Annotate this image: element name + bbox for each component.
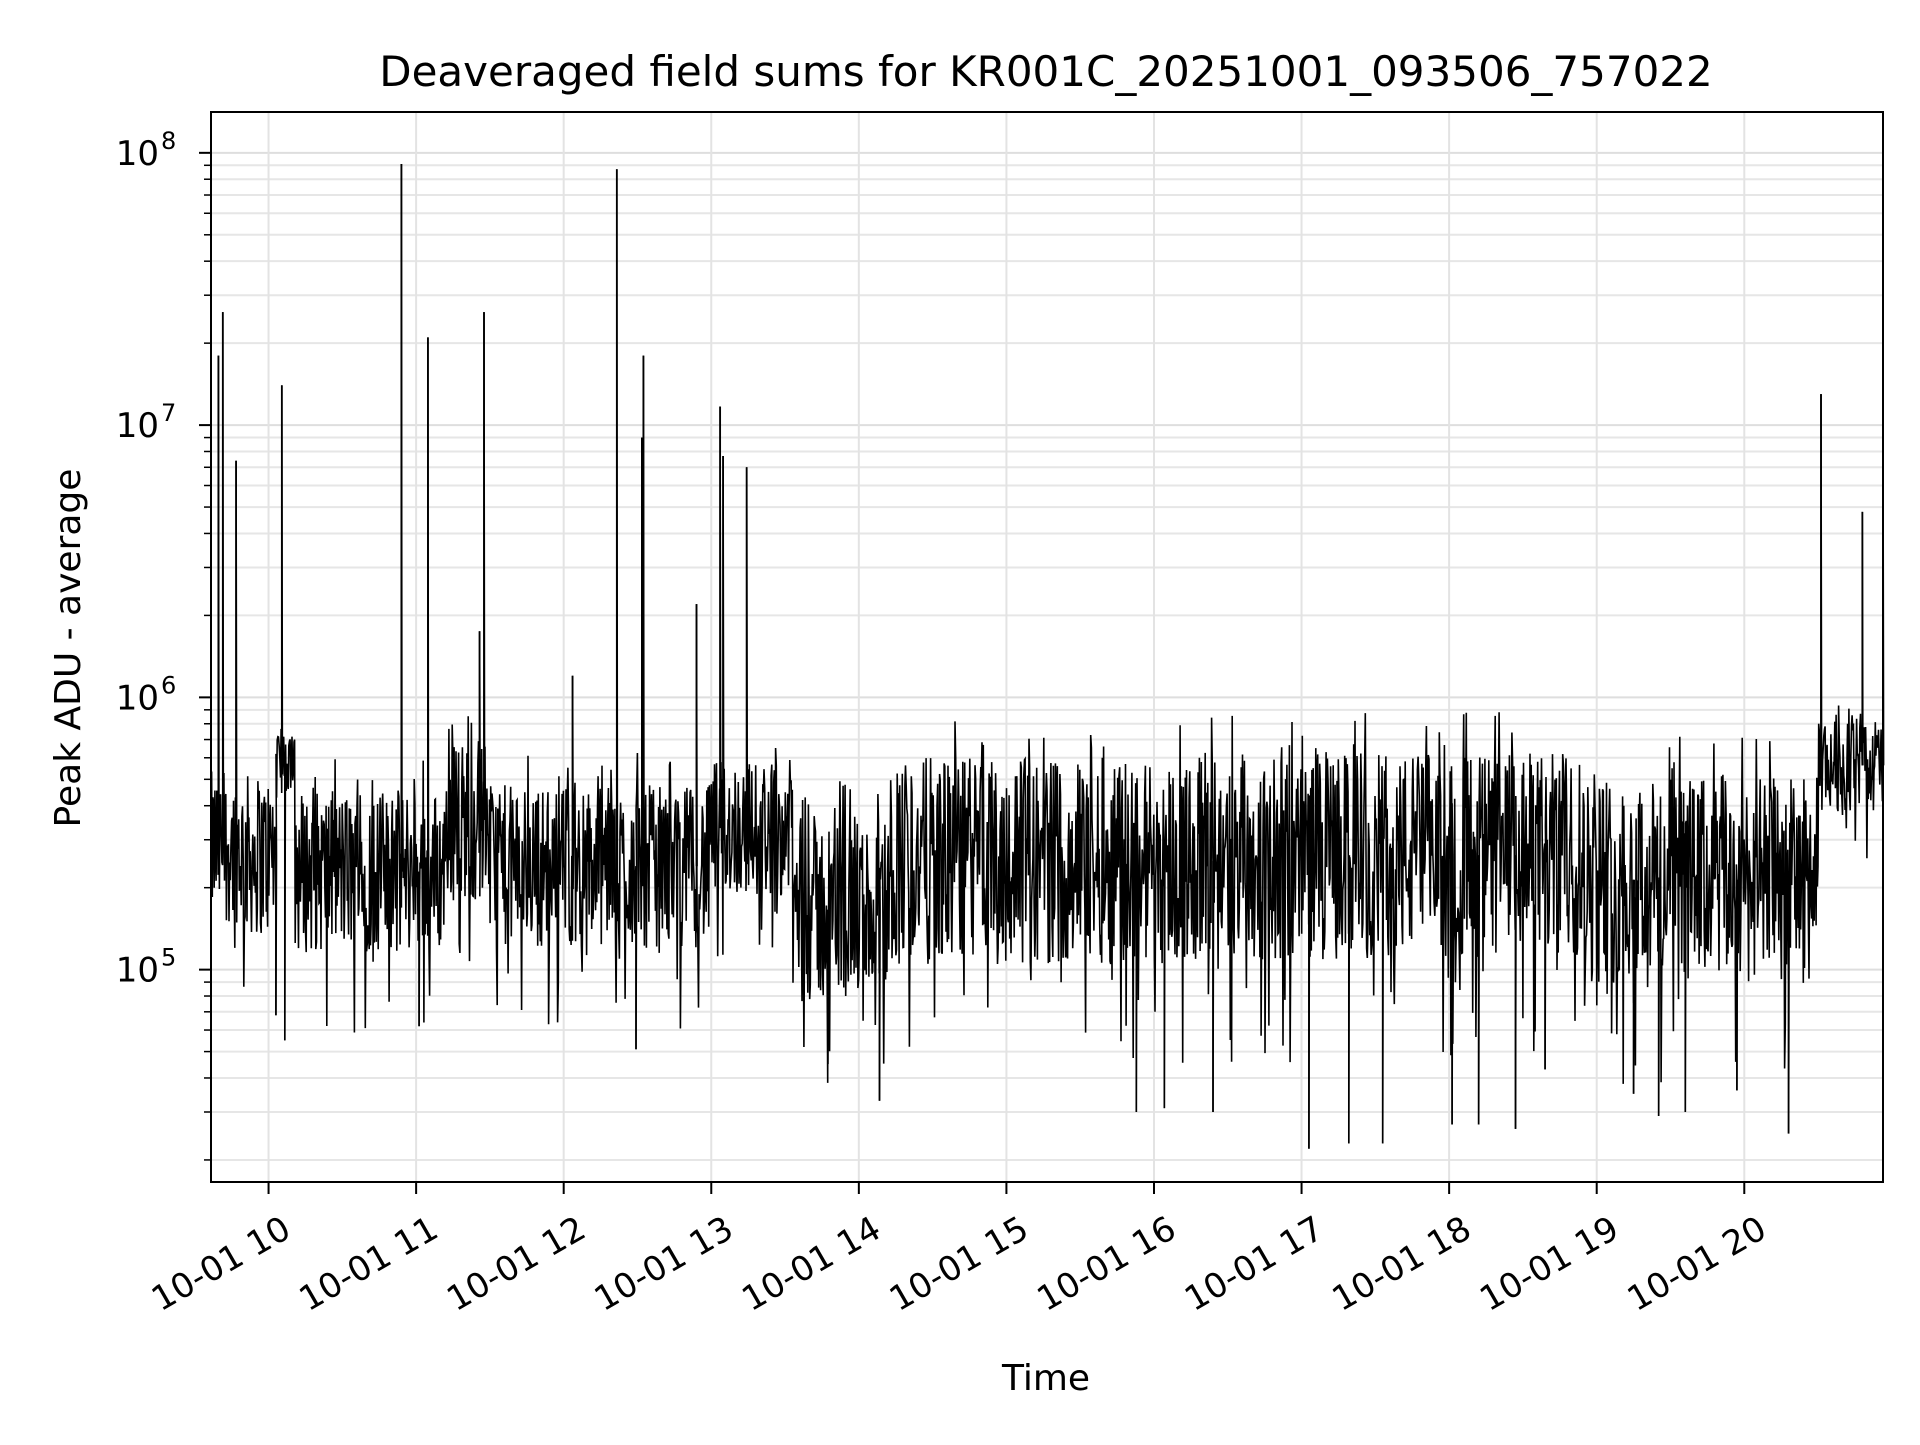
y-tick-label: 10 <box>116 134 159 174</box>
y-tick-label: 10 <box>116 406 159 446</box>
plot-frame <box>210 111 1884 1183</box>
series-line <box>210 163 1885 1149</box>
chart-title: Deaveraged field sums for KR001C_2025100… <box>379 47 1713 96</box>
grid-minor <box>211 164 1883 1161</box>
y-tick-label: 10 <box>116 951 159 991</box>
y-tick-label: 10 <box>116 678 159 718</box>
y-axis-label: Peak ADU - average <box>48 469 89 828</box>
y-tick-label-exponent: 8 <box>161 127 176 155</box>
y-tick-label-exponent: 5 <box>161 944 176 972</box>
series-layer <box>210 163 1885 1149</box>
y-tick-label-exponent: 6 <box>161 671 176 699</box>
x-axis-label: Time <box>1001 1358 1090 1399</box>
y-tick-label-exponent: 7 <box>161 399 176 427</box>
